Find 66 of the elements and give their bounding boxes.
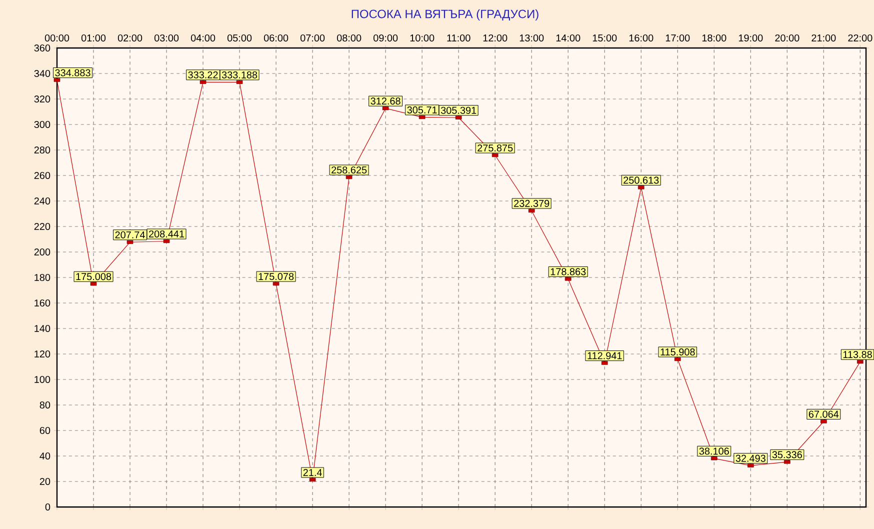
data-label: 312.68 [370,98,400,105]
y-tick-label: 360 [34,44,50,52]
y-tick-label: 340 [34,70,50,78]
x-tick-label: 18:00 [702,34,726,42]
x-tick-label: 14:00 [556,34,580,42]
y-tick-label: 180 [34,274,50,282]
x-tick-label: 05:00 [227,34,252,42]
x-tick-label: 08:00 [336,34,362,42]
data-label: 250.613 [624,176,659,184]
x-tick-label: 15:00 [592,34,617,42]
data-label: 35.336 [772,451,802,458]
data-label: 207.74 [115,231,145,238]
x-tick-label: 07:00 [300,34,325,42]
y-tick-label: 0 [45,503,50,511]
x-tick-label: 12:00 [483,34,508,42]
x-tick-label: 17:00 [666,34,690,42]
data-label: 115.908 [660,348,695,356]
x-tick-label: 00:00 [44,34,70,42]
y-tick-label: 20 [40,478,50,486]
x-tick-label: 04:00 [190,34,216,42]
x-tick-label: 19:00 [738,34,763,42]
y-tick-label: 260 [34,172,50,180]
y-tick-label: 320 [34,95,50,103]
data-label: 32.493 [736,454,766,462]
y-tick-label: 220 [34,222,50,230]
y-tick-label: 80 [40,401,50,409]
x-tick-label: 03:00 [154,34,179,42]
x-tick-label: 06:00 [264,34,288,42]
data-label: 178.863 [550,268,586,276]
x-tick-label: 20:00 [775,34,800,42]
data-label: 333.22 [188,71,218,78]
y-tick-label: 140 [34,324,50,332]
x-tick-label: 10:00 [410,34,434,42]
y-tick-label: 60 [40,426,50,434]
data-label: 275.875 [478,144,513,152]
x-tick-label: 01:00 [81,34,106,42]
y-tick-label: 40 [40,452,50,460]
data-label: 175.008 [76,273,112,280]
data-label: 334.883 [55,69,90,76]
data-label: 21.4 [303,469,322,476]
y-tick-label: 100 [34,376,50,384]
y-tick-label: 120 [34,350,50,358]
data-label: 112.941 [588,352,622,360]
x-tick-label: 21:00 [812,34,836,42]
data-label: 258.625 [332,166,367,174]
y-tick-label: 200 [34,248,50,256]
x-tick-label: 22:00 [848,34,872,42]
data-label: 305.391 [440,106,476,114]
y-tick-label: 280 [34,146,50,154]
data-label: 333.188 [222,71,258,78]
x-tick-label: 02:00 [118,34,142,42]
x-tick-label: 13:00 [520,34,544,42]
x-tick-label: 16:00 [629,34,654,42]
y-tick-label: 300 [34,120,50,128]
data-label: 232.379 [514,200,550,207]
chart-title: ПОСОКА НА ВЯТЪРА (ГРАДУСИ) [352,9,538,21]
data-label: 175.078 [258,272,294,280]
x-tick-label: 09:00 [373,34,398,42]
data-label: 208.441 [149,230,184,238]
data-label: 67.064 [808,410,839,418]
y-tick-label: 240 [34,197,50,205]
data-label: 305.71 [407,106,437,114]
data-label: 113.88 [843,351,872,358]
data-label: 38.106 [699,448,729,455]
x-tick-label: 11:00 [447,34,470,42]
y-tick-label: 160 [34,299,50,307]
